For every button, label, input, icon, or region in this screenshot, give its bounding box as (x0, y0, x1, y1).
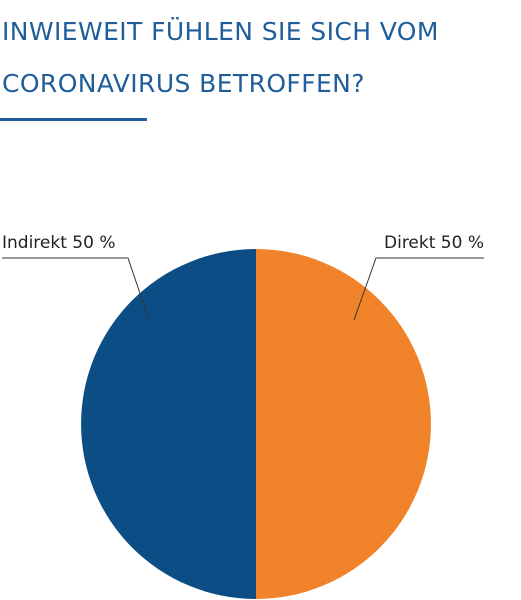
leader-line-direkt (353, 257, 484, 321)
pie-slice-indirekt (81, 249, 256, 599)
pie-slice-direkt (256, 249, 431, 599)
slice-label-direkt: Direkt 50 % (384, 233, 484, 253)
pie-slices (81, 249, 431, 599)
chart-title: INWIEWEIT FÜHLEN SIE SICH VOM CORONAVIRU… (2, 6, 521, 110)
chart-title-line-2: CORONAVIRUS BETROFFEN? (2, 69, 365, 98)
leader-line-indirekt (2, 257, 150, 321)
chart-title-line-1: INWIEWEIT FÜHLEN SIE SICH VOM (2, 17, 439, 46)
pie-labels: Direkt 50 % Indirekt 50 % (2, 233, 484, 321)
slice-label-indirekt: Indirekt 50 % (2, 233, 115, 253)
title-underline-rule (0, 118, 147, 121)
